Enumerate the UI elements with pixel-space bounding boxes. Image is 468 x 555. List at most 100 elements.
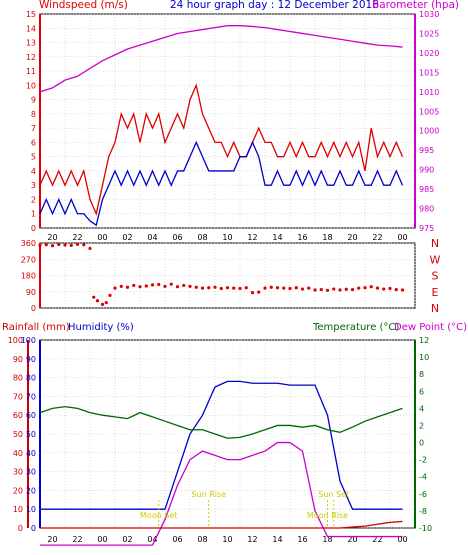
temperature-tick-label: 10	[419, 353, 429, 362]
winddir-point	[104, 300, 108, 305]
barometer-line	[39, 25, 403, 93]
temperature-tick-label: 6	[419, 387, 424, 396]
p3-x-tick-label: 12	[247, 535, 257, 544]
barometer-tick-label: 975	[419, 224, 434, 233]
p1-x-tick-label: 22	[372, 233, 382, 242]
p1-x-tick-label: 00	[397, 233, 407, 242]
barometer-tick-label: 1025	[419, 29, 439, 38]
p3-x-tick-label: 20	[347, 535, 357, 544]
winddir-point	[357, 286, 361, 290]
winddir-point	[307, 286, 311, 290]
winddir-tick-label: 0	[31, 304, 36, 313]
temperature-tick-label: -6	[419, 490, 427, 499]
wind-tick-label: 4	[31, 167, 36, 176]
winddir-point	[294, 286, 298, 290]
wind-barometer-panel: Windspeed (m/s) 24 hour graph day : 12 D…	[39, 0, 459, 11]
p3-x-tick-label: 14	[272, 535, 282, 544]
winddir-point	[182, 283, 186, 288]
winddir-tick-label: 180	[21, 272, 36, 281]
humidity-tick-label: 10	[26, 505, 36, 514]
winddir-point	[313, 288, 317, 292]
winddir-point	[282, 286, 286, 290]
p3-x-tick-label: 22	[72, 535, 82, 544]
p1-x-tick-label: 04	[147, 233, 157, 242]
compass-label: N	[431, 237, 439, 250]
winddir-point	[92, 295, 96, 299]
humidity-axis-label: Humidity (%)	[68, 322, 134, 333]
p3-x-tick-label: 08	[197, 535, 207, 544]
wind-tick-label: 6	[31, 138, 36, 147]
winddir-point	[275, 286, 280, 290]
winddir-point	[269, 285, 273, 289]
panel-1-frame	[39, 13, 416, 229]
winddir-tick-label: 270	[21, 255, 36, 264]
temperature-tick-label: -10	[419, 524, 432, 533]
winddir-point	[95, 299, 100, 303]
barometer-tick-label: 985	[419, 185, 434, 194]
wind-tick-label: 0	[31, 224, 36, 233]
winddir-point	[388, 286, 392, 291]
sunmoon-label: Sun Rise	[191, 490, 226, 499]
barometer-axis-label: Barometer (hpa)	[372, 0, 459, 11]
p1-x-tick-label: 12	[247, 233, 257, 242]
wind-tick-label: 1	[31, 210, 36, 219]
temp-humidity-panel-headers: Rainfall (mm) Humidity (%) Temperature (…	[2, 322, 467, 333]
p3-x-tick-label: 00	[97, 535, 107, 544]
p3-x-tick-label: 00	[397, 535, 407, 544]
winddir-point	[250, 291, 255, 295]
humidity-tick-label: 50	[26, 430, 36, 439]
winddir-point	[382, 287, 386, 291]
p3-x-tick-label: 04	[147, 535, 157, 544]
winddir-point	[300, 287, 305, 291]
p1-x-tick-label: 00	[97, 233, 107, 242]
p3-x-tick-label: 02	[122, 535, 132, 544]
wind_avg-line	[39, 140, 404, 227]
wind-tick-label: 3	[31, 181, 36, 190]
humidity-tick-label: 40	[26, 449, 36, 458]
humidity-tick-label: 90	[26, 355, 36, 364]
p1-x-tick-label: 22	[72, 233, 82, 242]
humidity-tick-label: 30	[26, 468, 36, 477]
wind-tick-label: 5	[31, 153, 36, 162]
rainfall-tick-label: 70	[13, 392, 23, 401]
compass-label: N	[431, 302, 439, 315]
rainfall-line	[40, 520, 403, 529]
winddir-point	[57, 242, 61, 247]
winddir-point	[188, 284, 192, 288]
wind-tick-label: 9	[31, 96, 36, 105]
wind-tick-label: 2	[31, 195, 36, 204]
p1-x-tick-label: 20	[47, 233, 57, 242]
rainfall-tick-label: 30	[13, 468, 23, 477]
rainfall-tick-label: 90	[13, 355, 23, 364]
barometer-tick-label: 995	[419, 146, 434, 155]
p3-x-tick-label: 22	[372, 535, 382, 544]
winddir-point	[207, 286, 211, 290]
winddir-point	[150, 283, 155, 287]
compass-label: E	[432, 286, 439, 299]
winddir-point	[225, 286, 230, 290]
p1-x-tick-label: 06	[172, 233, 182, 242]
winddir-point	[132, 283, 136, 288]
winddir-point	[394, 287, 398, 292]
winddir-point	[375, 286, 380, 290]
rainfall-tick-label: 40	[13, 449, 23, 458]
temperature-tick-label: 2	[419, 421, 424, 430]
rainfall-tick-label: 100	[8, 336, 23, 345]
barometer-tick-label: 1000	[419, 127, 439, 136]
winddir-point	[75, 242, 80, 246]
winddir-point	[288, 286, 292, 291]
windspeed-axis-label: Windspeed (m/s)	[39, 0, 128, 11]
winddir-point	[144, 284, 148, 288]
winddir-point	[332, 287, 336, 291]
p3-x-tick-label: 16	[297, 535, 307, 544]
humidity-tick-label: 60	[26, 411, 36, 420]
winddir-point	[163, 284, 167, 288]
p3-x-tick-label: 20	[47, 535, 57, 544]
wind-tick-label: 7	[31, 124, 36, 133]
p1-x-tick-label: 16	[297, 233, 307, 242]
p3-x-tick-label: 10	[222, 535, 232, 544]
winddir-point	[175, 285, 180, 289]
sunmoon-label: Moon Set	[140, 511, 177, 520]
temperature-axis-label: Temperature (°C)	[312, 322, 399, 333]
